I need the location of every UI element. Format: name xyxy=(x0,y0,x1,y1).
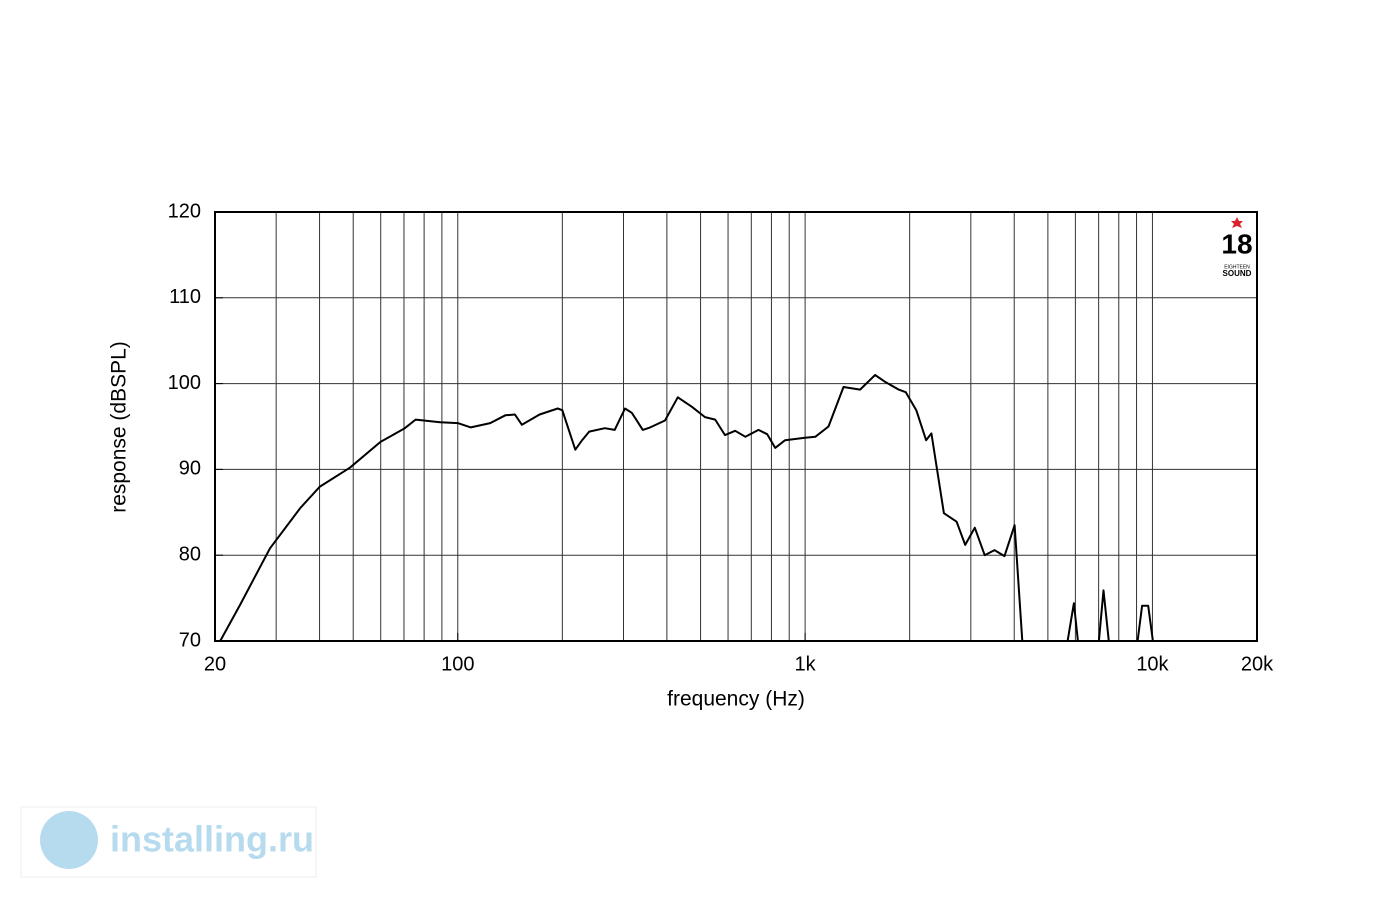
logo-number: 18 xyxy=(1221,228,1252,259)
y-tick-label: 80 xyxy=(179,543,201,565)
response-line xyxy=(219,374,1154,642)
logo: 18 EIGHTEEN SOUND xyxy=(1221,217,1253,278)
plot-frame xyxy=(214,211,1258,642)
y-tick-label: 110 xyxy=(169,286,201,308)
watermark-text: installing.ru xyxy=(110,819,314,860)
logo-text: EIGHTEEN xyxy=(1224,264,1250,270)
x-tick-label: 10k xyxy=(1136,653,1169,675)
x-tick-label: 1k xyxy=(795,653,817,675)
y-tick-label: 90 xyxy=(179,458,201,480)
x-tick-label: 20 xyxy=(204,653,226,675)
logo-star xyxy=(1231,217,1243,228)
x-tick-label: 100 xyxy=(441,653,474,675)
watermark-icon xyxy=(40,811,98,869)
y-tick-label: 70 xyxy=(179,629,201,651)
y-tick-label: 100 xyxy=(168,372,201,394)
logo-text: SOUND xyxy=(1223,269,1252,278)
x-tick-label: 20k xyxy=(1241,653,1274,675)
y-axis-label: response (dBSPL) xyxy=(108,341,131,513)
x-axis-label: frequency (Hz) xyxy=(667,688,805,711)
y-tick-label: 120 xyxy=(168,200,201,222)
watermark: installing.ru xyxy=(20,806,317,878)
